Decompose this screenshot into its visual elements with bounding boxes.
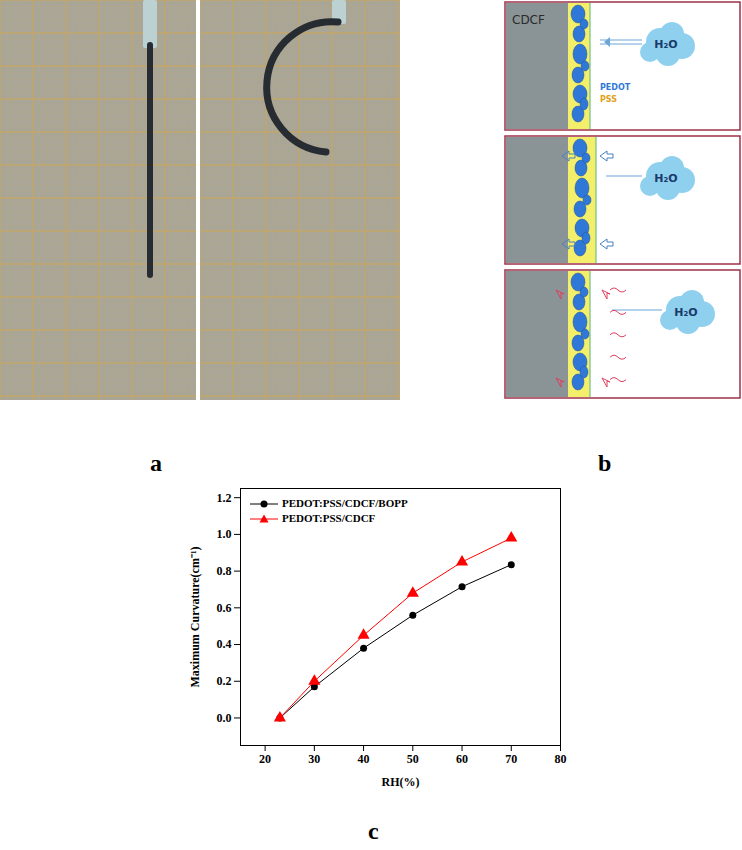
html-text:PEDOT:PSS/CDCF/BOPP: PEDOT:PSS/CDCF/BOPP	[282, 497, 408, 509]
svg-text:30: 30	[308, 752, 320, 766]
svg-text:1.0: 1.0	[217, 527, 232, 541]
svg-text:70: 70	[505, 752, 517, 766]
svg-text:20: 20	[259, 752, 271, 766]
html-text:b: b	[598, 450, 612, 476]
html-text:PEDOT:PSS/CDCF: PEDOT:PSS/CDCF	[282, 512, 376, 524]
svg-text:H₂O: H₂O	[654, 38, 677, 51]
svg-text:0.6: 0.6	[217, 601, 232, 615]
svg-text:PEDOT: PEDOT	[600, 83, 631, 92]
svg-text:1.2: 1.2	[217, 491, 232, 505]
svg-text:60: 60	[456, 752, 468, 766]
svg-text:H₂O: H₂O	[674, 306, 697, 319]
html-text:c: c	[368, 818, 379, 844]
svg-text:RH(%): RH(%)	[382, 775, 420, 789]
svg-text:0.2: 0.2	[217, 674, 232, 688]
svg-text:Maximum Curvature(cm⁻¹): Maximum Curvature(cm⁻¹)	[188, 546, 202, 687]
svg-text:0.0: 0.0	[217, 711, 232, 725]
svg-text:40: 40	[358, 752, 370, 766]
svg-text:0.4: 0.4	[217, 637, 232, 651]
svg-text:H₂O: H₂O	[654, 172, 677, 185]
html-text:a: a	[150, 450, 162, 476]
svg-text:PSS: PSS	[600, 95, 617, 104]
svg-text:0.8: 0.8	[217, 564, 232, 578]
svg-text:80: 80	[555, 752, 567, 766]
svg-text:50: 50	[407, 752, 419, 766]
svg-text:CDCF: CDCF	[512, 13, 545, 27]
